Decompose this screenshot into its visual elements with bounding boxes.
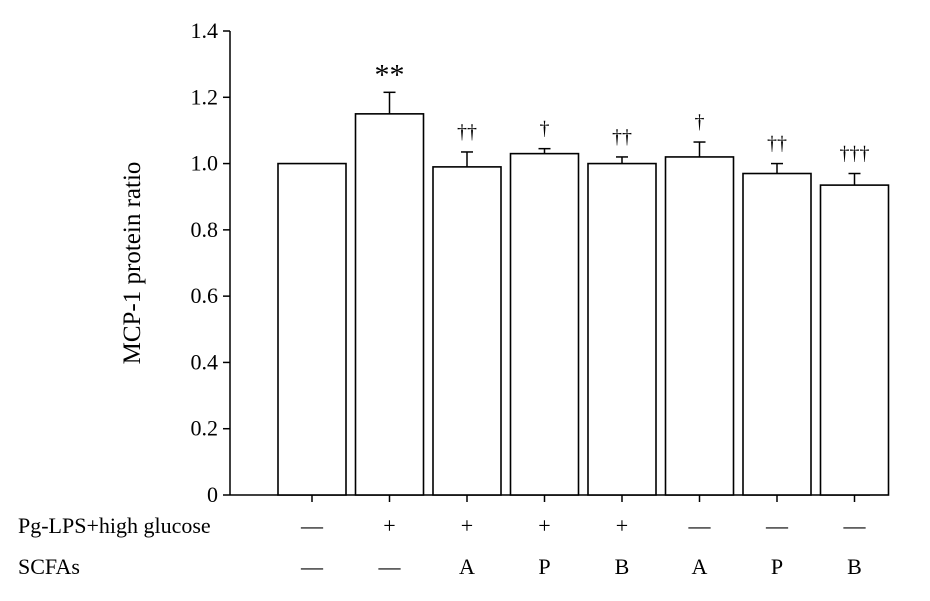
condition-value: A <box>692 554 708 579</box>
condition-value: + <box>616 513 628 538</box>
bar <box>587 162 657 496</box>
bar <box>432 166 502 496</box>
bar <box>664 156 735 496</box>
condition-row-label: Pg-LPS+high glucose <box>18 513 211 538</box>
bar <box>509 152 580 496</box>
significance-label: † <box>695 111 705 133</box>
condition-value: B <box>847 554 862 579</box>
condition-value: + <box>383 513 395 538</box>
condition-row-label: SCFAs <box>18 554 80 579</box>
y-tick-label: 0.8 <box>191 217 219 242</box>
condition-value: — <box>300 513 324 538</box>
y-axis-title: MCP-1 protein ratio <box>119 162 146 365</box>
y-tick-label: 0.2 <box>191 416 219 441</box>
significance-label: †† <box>767 133 787 155</box>
condition-value: — <box>378 554 402 579</box>
condition-value: P <box>771 554 783 579</box>
significance-label: †† <box>457 121 477 143</box>
y-axis: 0 0.2 0.4 0.6 0.8 1.0 1.2 1.4 <box>191 18 231 507</box>
bar <box>742 172 812 496</box>
y-tick-label: 0.6 <box>191 283 219 308</box>
condition-value: P <box>538 554 550 579</box>
significance-markers: **†† † ††††† ††† <box>375 58 870 164</box>
y-tick-label: 1.4 <box>191 18 219 43</box>
condition-value: — <box>765 513 789 538</box>
condition-value: — <box>688 513 712 538</box>
bar <box>277 162 347 496</box>
bar <box>819 184 890 496</box>
significance-label: ** <box>375 58 405 91</box>
condition-value: — <box>843 513 867 538</box>
error-bars <box>383 91 861 186</box>
bars <box>277 113 890 496</box>
bar <box>354 113 425 496</box>
y-tick-label: 0.4 <box>191 349 219 374</box>
condition-value: A <box>459 554 475 579</box>
significance-label: ††† <box>840 143 870 165</box>
x-axis <box>230 494 870 502</box>
condition-value: B <box>615 554 630 579</box>
condition-value: + <box>538 513 550 538</box>
y-tick-label: 1.0 <box>191 151 219 176</box>
condition-value: + <box>461 513 473 538</box>
condition-table: Pg-LPS+high glucose — + + + + — — — SCFAs — — A P B A P B <box>18 513 867 579</box>
y-tick-label: 0 <box>207 482 218 507</box>
condition-value: — <box>300 554 324 579</box>
y-tick-label: 1.2 <box>191 84 219 109</box>
significance-label: †† <box>612 126 632 148</box>
significance-label: † <box>540 118 550 140</box>
